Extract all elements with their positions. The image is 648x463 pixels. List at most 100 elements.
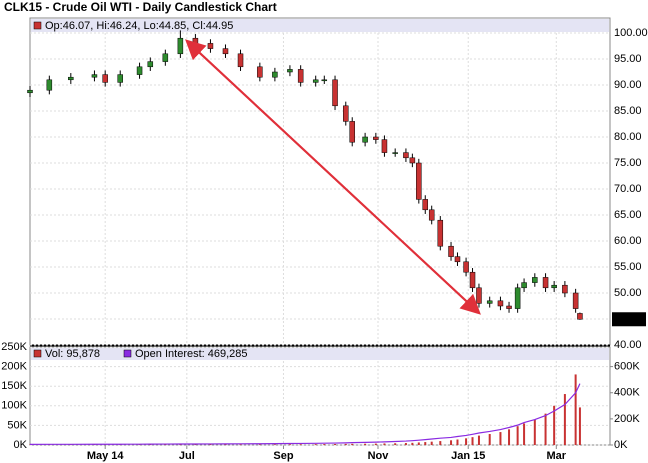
volume-bar [299, 444, 302, 445]
y-tick-label: 0K [14, 439, 28, 451]
candle-body [68, 76, 74, 81]
volume-bar [344, 443, 347, 445]
volume-bar [239, 444, 242, 445]
candle-body [416, 162, 422, 200]
price-legend: Op:46.07, Hi:46.24, Lo:44.85, Cl:44.95 [45, 20, 233, 32]
candle-body [343, 105, 349, 122]
candle-body [486, 300, 493, 304]
volume-bar [465, 438, 468, 445]
candle-body [373, 136, 379, 140]
y-tick-label: 80.00 [614, 131, 642, 143]
candle-body [136, 66, 143, 75]
candle-body [102, 74, 108, 83]
candle-body [321, 79, 328, 82]
candle-body [192, 37, 199, 44]
volume-bar [499, 432, 502, 445]
y-tick-label: 65.00 [614, 209, 642, 221]
y-tick-label: 70.00 [614, 183, 642, 195]
candle-body [297, 69, 304, 83]
y2-tick-label: 0K [614, 439, 628, 451]
candle-body [287, 69, 293, 73]
candle-body [117, 74, 123, 83]
volume-bar [544, 413, 547, 445]
candle-body [448, 245, 454, 257]
candle-body [91, 74, 98, 78]
x-tick-label: Jul [179, 450, 195, 462]
volume-bar [411, 442, 414, 445]
y-tick-label: 50.00 [614, 287, 642, 299]
last-price-box [612, 312, 646, 327]
y-tick-label: 100K [1, 400, 27, 412]
legend-swatch [123, 349, 132, 358]
candle-body [362, 136, 368, 143]
candle-body [381, 139, 388, 153]
candle-body [177, 37, 184, 55]
volume-bar [209, 444, 212, 445]
x-tick-label: Sep [273, 450, 293, 462]
y-tick-label: 50K [7, 419, 27, 431]
volume-bar [508, 429, 511, 445]
candle-body [506, 305, 512, 309]
candle-body [409, 157, 416, 164]
volume-bar [334, 443, 337, 445]
candle-body [521, 282, 527, 289]
volume-bar [563, 394, 566, 445]
y-tick-label: 100.00 [614, 27, 648, 39]
volume-bar [179, 444, 182, 445]
volume-bar [364, 443, 367, 445]
candle-body [562, 284, 568, 294]
volume-bar [456, 439, 459, 445]
candle-body [222, 48, 229, 55]
candle-body [207, 43, 214, 49]
volume-bar [516, 426, 519, 445]
candle-body [392, 152, 398, 154]
volume-bar [288, 444, 291, 445]
y-tick-label: 40.00 [614, 339, 642, 351]
volume-legend: Vol: 95,878 [45, 348, 100, 360]
volume-bar [488, 434, 491, 445]
volume-bar [523, 423, 526, 445]
volume-bar [323, 444, 326, 445]
candle-body [497, 300, 504, 307]
x-tick-label: May 14 [87, 450, 125, 462]
y-tick-label: 55.00 [614, 261, 642, 273]
candle-body [551, 284, 557, 289]
volume-bar [273, 444, 276, 445]
candle-body [454, 256, 461, 263]
volume-bar [417, 442, 420, 445]
candle-body [403, 152, 409, 159]
candle-body [312, 79, 319, 83]
oi-legend: Open Interest: 469,285 [135, 348, 248, 360]
y-tick-label: 95.00 [614, 53, 642, 65]
candle-body [514, 287, 521, 309]
candle-body [257, 66, 263, 78]
volume-bar [430, 441, 433, 445]
legend-swatch [33, 21, 42, 30]
volume-bar [374, 443, 377, 445]
price-legend-band [31, 19, 609, 32]
volume-bar [383, 443, 386, 445]
y-tick-label: 90.00 [614, 79, 642, 91]
y-tick-label: 60.00 [614, 235, 642, 247]
x-tick-label: Nov [368, 450, 390, 462]
candle-body [577, 313, 583, 320]
candle-body [237, 53, 244, 68]
chart-title: CLK15 - Crude Oil WTI - Daily Candlestic… [4, 0, 277, 14]
candle-body [422, 199, 429, 211]
candle-body [349, 121, 355, 143]
volume-panel [29, 346, 611, 446]
volume-bar [477, 435, 480, 445]
x-tick-label: Jan 15 [451, 450, 485, 462]
y2-tick-label: 600K [614, 361, 640, 373]
y-tick-label: 85.00 [614, 105, 642, 117]
candle-body [437, 219, 444, 247]
volume-bar [258, 444, 261, 445]
volume-bar [450, 440, 453, 445]
volume-bar [471, 437, 474, 445]
candle-body [476, 287, 482, 304]
candle-body [532, 277, 538, 283]
legend-swatch [33, 349, 42, 358]
y-tick-label: 200K [1, 361, 27, 373]
